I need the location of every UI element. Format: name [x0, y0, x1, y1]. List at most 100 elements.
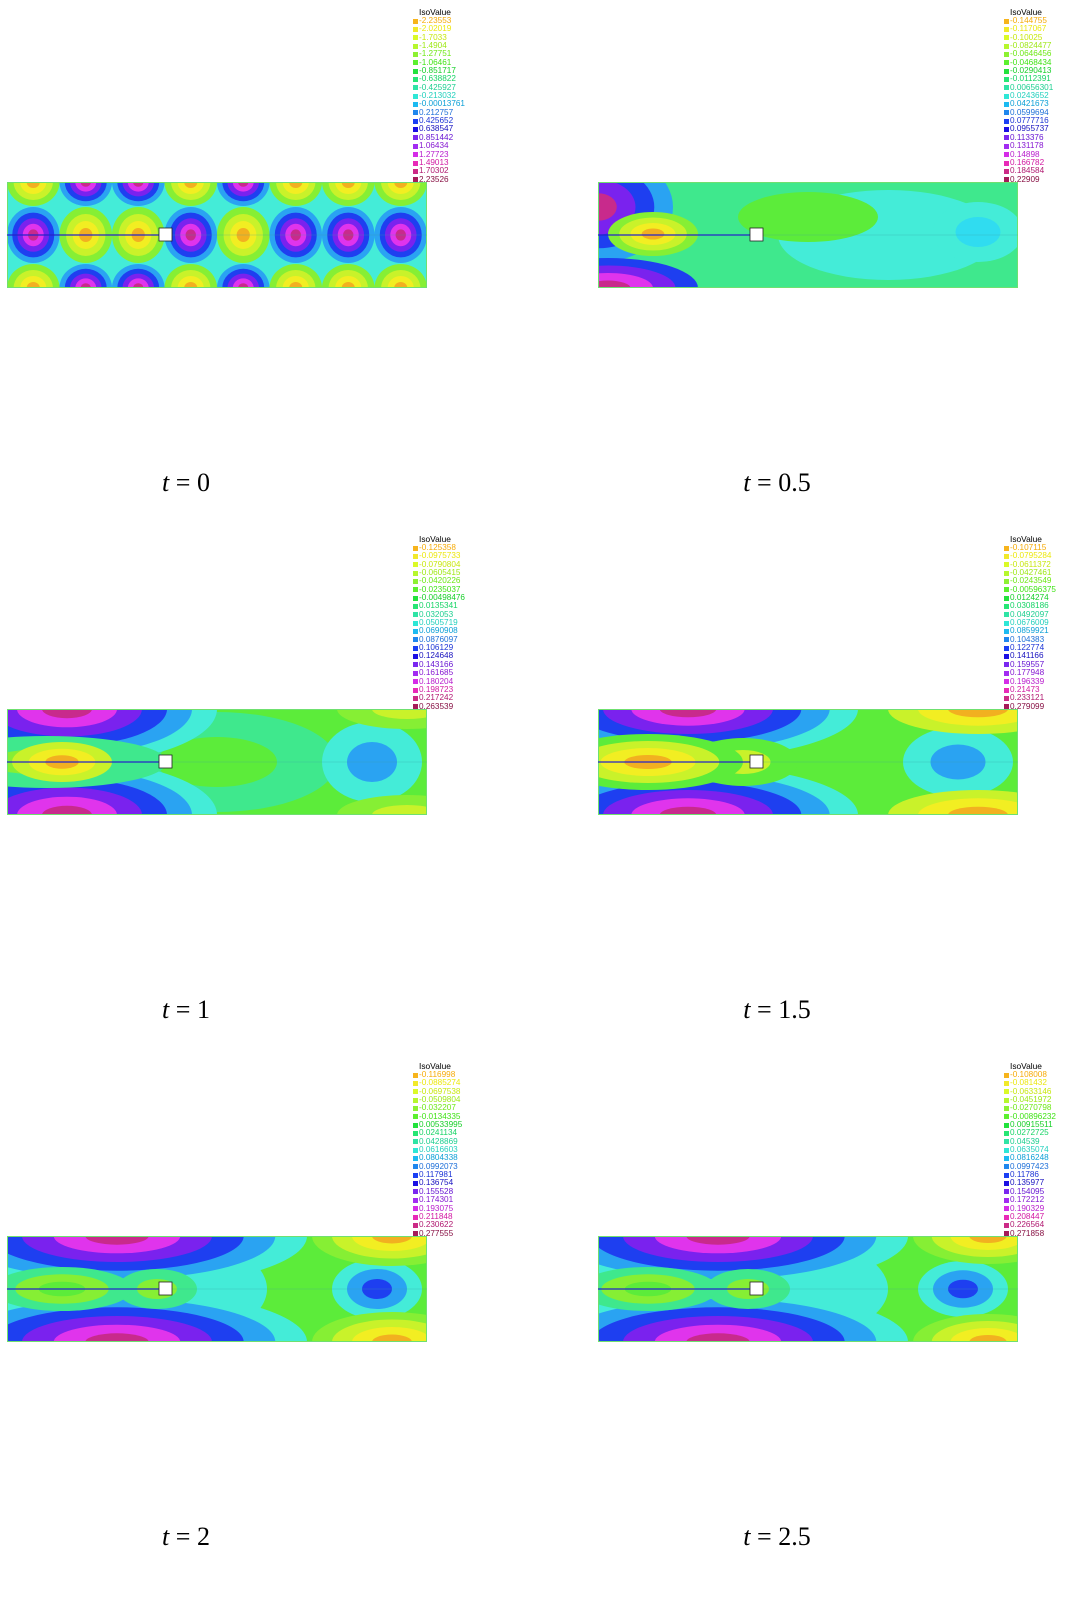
legend-entry: -0.0290413 — [1004, 66, 1053, 75]
legend-value: 0.208447 — [1010, 1211, 1045, 1221]
legend-entry: -0.0270798 — [1004, 1104, 1056, 1112]
legend-swatch — [413, 554, 418, 560]
legend-value: 0.0272725 — [1010, 1128, 1049, 1138]
legend-value: 0.0599694 — [1010, 107, 1049, 117]
legend-swatch — [1004, 85, 1009, 91]
plot-panel: IsoValue -2.23553 -2.02019 -1.7033 -1.4904 -1… — [0, 0, 543, 532]
legend-value: -0.0975733 — [419, 551, 461, 561]
legend-swatch — [413, 127, 418, 133]
legend-entry: -0.0112391 — [1004, 75, 1053, 83]
legend-swatch — [1004, 587, 1009, 593]
legend-swatch — [413, 160, 418, 166]
legend-entry: 0.177948 — [1004, 668, 1056, 678]
legend-entry: 0.263539 — [413, 701, 465, 711]
legend-entry: 0.032053 — [413, 610, 465, 619]
legend-entry: 0.0135341 — [413, 602, 465, 610]
legend-entry: 0.0777716 — [1004, 116, 1053, 125]
legend-swatch — [1004, 1206, 1009, 1212]
legend-value: 1.06434 — [419, 141, 449, 151]
legend-swatch — [1004, 52, 1009, 58]
legend-value: 0.00533995 — [419, 1120, 463, 1130]
legend-swatch — [413, 1097, 418, 1103]
legend-swatch — [413, 177, 418, 183]
legend-swatch — [413, 637, 418, 643]
legend-entry: 0.425652 — [413, 116, 465, 126]
legend-swatch — [1004, 695, 1009, 701]
legend-entry: -2.02019 — [413, 24, 465, 33]
legend-swatch — [413, 562, 418, 568]
legend-entry: 0.141166 — [1004, 652, 1056, 660]
legend-entry: 0.04539 — [1004, 1137, 1056, 1146]
legend-entry: -0.0509804 — [413, 1095, 462, 1104]
legend-entry: 0.117981 — [413, 1170, 462, 1179]
legend-entry: 0.136754 — [413, 1179, 462, 1187]
legend-entry: 0.0241134 — [413, 1129, 462, 1137]
obstacle-square — [158, 227, 173, 242]
legend-swatch — [413, 93, 418, 99]
legend-entry: 0.155528 — [413, 1186, 462, 1196]
legend-entry: -0.00596375 — [1004, 585, 1056, 594]
legend-value: 0.113376 — [1010, 132, 1044, 142]
legend-swatch — [1004, 1131, 1009, 1137]
legend-swatch — [413, 18, 418, 24]
legend-value: -0.108008 — [1010, 1070, 1047, 1079]
legend-value: 0.124648 — [419, 651, 454, 661]
legend-entry: -0.0885274 — [413, 1078, 462, 1087]
legend-entry: -1.7033 — [413, 32, 465, 42]
legend-swatch — [1004, 570, 1009, 576]
legend-value: 1.70302 — [419, 166, 449, 176]
legend-value: 0.263539 — [419, 701, 454, 711]
legend-value: 0.141166 — [1010, 651, 1044, 661]
plot-panel: IsoValue -0.107115 -0.0795284 -0.0611372 -0.… — [591, 527, 1086, 1059]
legend-swatch — [413, 152, 418, 158]
legend-swatch — [413, 1231, 418, 1237]
legend-value: 0.0690908 — [419, 626, 458, 636]
legend-swatch — [413, 1214, 418, 1220]
legend-swatch — [1004, 662, 1009, 668]
legend-value: -0.0468434 — [1010, 57, 1052, 67]
legend-value: 0.211848 — [419, 1211, 453, 1221]
legend-swatch — [413, 77, 418, 83]
legend-entry: 0.00656301 — [1004, 83, 1053, 92]
legend-value: 0.155528 — [419, 1186, 454, 1196]
legend-entry: -1.06461 — [413, 57, 465, 67]
legend-entry: 0.166782 — [1004, 157, 1053, 167]
plot-panel: IsoValue -0.144755 -0.117067 -0.10025 -0.082… — [591, 0, 1086, 532]
legend-value: 1.49013 — [419, 157, 449, 167]
legend-swatch — [1004, 629, 1009, 635]
legend-entry: 0.217242 — [413, 693, 465, 702]
legend-swatch — [413, 1181, 418, 1187]
legend-swatch — [413, 1197, 418, 1203]
legend-swatch — [1004, 135, 1009, 141]
legend-value: 0.166782 — [1010, 157, 1045, 167]
legend-value: -1.7033 — [419, 32, 447, 42]
legend-entry: 0.0124274 — [1004, 593, 1056, 602]
legend-value: -1.06461 — [419, 57, 452, 67]
legend-entry: -0.0611372 — [1004, 560, 1056, 569]
legend-swatch — [1004, 704, 1009, 710]
legend-value: 0.177948 — [1010, 668, 1045, 678]
legend-swatch — [413, 662, 418, 668]
legend-swatch — [413, 102, 418, 108]
legend-value: -0.0270798 — [1010, 1103, 1052, 1113]
legend-value: 0.0992073 — [419, 1161, 458, 1171]
legend-swatch — [1004, 637, 1009, 643]
legend-swatch — [413, 1081, 418, 1087]
legend-title: IsoValue — [419, 1061, 451, 1071]
legend-value: 0.0308186 — [1010, 601, 1049, 611]
time-caption: t = 1.5 — [743, 995, 811, 1024]
legend-entry: 0.184584 — [1004, 166, 1053, 175]
legend-value: 0.106129 — [419, 643, 454, 653]
legend-title: IsoValue — [419, 7, 451, 17]
legend-value: 0.425652 — [419, 116, 454, 126]
contour-field — [598, 182, 1018, 288]
legend-entry: 0.122774 — [1004, 643, 1056, 652]
legend-swatch — [413, 168, 418, 174]
legend-value: -0.0243549 — [1010, 576, 1052, 586]
legend-entry: 0.143166 — [413, 660, 465, 669]
legend-entry: 0.196339 — [1004, 677, 1056, 686]
legend-entry: 0.135977 — [1004, 1179, 1056, 1187]
legend-swatch — [413, 68, 418, 74]
legend-entry: -0.0605415 — [413, 568, 465, 577]
legend-value: 0.638547 — [419, 124, 454, 134]
